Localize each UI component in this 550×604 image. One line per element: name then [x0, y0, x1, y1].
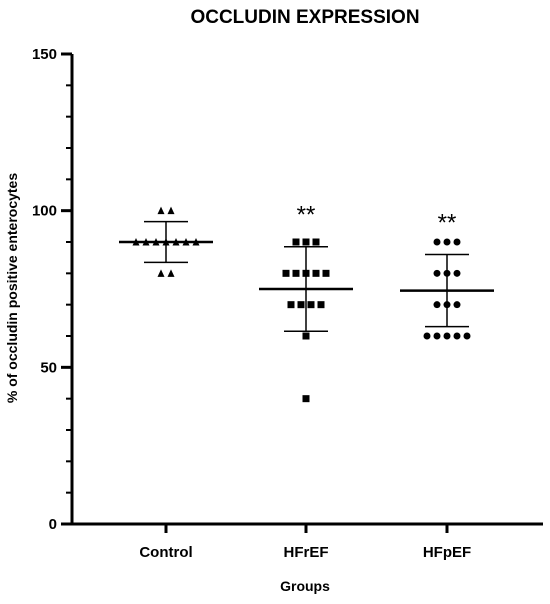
series-control	[119, 206, 213, 277]
y-axis-label: % of occludin positive enterocytes	[4, 173, 20, 403]
x-axis-label: Groups	[280, 578, 330, 594]
data-point-square	[297, 301, 305, 309]
x-tick-label: HFpEF	[423, 544, 471, 561]
data-point-circle	[453, 238, 461, 246]
y-tick-label: 0	[49, 516, 57, 533]
data-point-circle	[443, 238, 451, 246]
data-point-circle	[443, 332, 451, 340]
data-point-circle	[423, 332, 431, 340]
data-point-square	[302, 332, 310, 340]
data-point-square	[302, 238, 310, 246]
data-point-square	[282, 269, 290, 277]
y-tick-label: 150	[32, 46, 57, 63]
data-point-square	[312, 269, 320, 277]
axes: 0 50 100 150 Control HFrEF HFpEF	[32, 46, 543, 561]
data-point-circle	[453, 301, 461, 309]
data-point-square	[307, 301, 315, 309]
data-point-circle	[453, 332, 461, 340]
data-point-square	[317, 301, 325, 309]
data-point-square	[292, 238, 300, 246]
data-point-circle	[433, 269, 441, 277]
y-tick-label: 100	[32, 203, 57, 220]
data-point-triangle	[157, 269, 165, 277]
data-point-circle	[453, 269, 461, 277]
data-point-square	[302, 395, 310, 403]
data-point-triangle	[167, 206, 175, 215]
data-point-circle	[433, 301, 441, 309]
chart-title: OCCLUDIN EXPRESSION	[190, 7, 419, 28]
data-point-square	[292, 269, 300, 277]
data-point-square	[322, 269, 330, 277]
y-tick-label: 50	[40, 359, 57, 376]
series-hfpef: **	[400, 210, 494, 340]
significance-label: **	[438, 210, 457, 237]
data-point-circle	[433, 332, 441, 340]
significance-label: **	[297, 202, 316, 229]
series-hfref: **	[259, 202, 353, 403]
data-point-square	[287, 301, 295, 309]
data-point-triangle	[167, 269, 175, 277]
data-point-circle	[463, 332, 471, 340]
data-point-triangle	[157, 206, 165, 215]
data-point-circle	[433, 238, 441, 246]
x-tick-label: HFrEF	[284, 544, 329, 561]
data-marks: ** **	[119, 202, 494, 403]
x-tick-label: Control	[139, 544, 192, 561]
data-point-square	[312, 238, 320, 246]
